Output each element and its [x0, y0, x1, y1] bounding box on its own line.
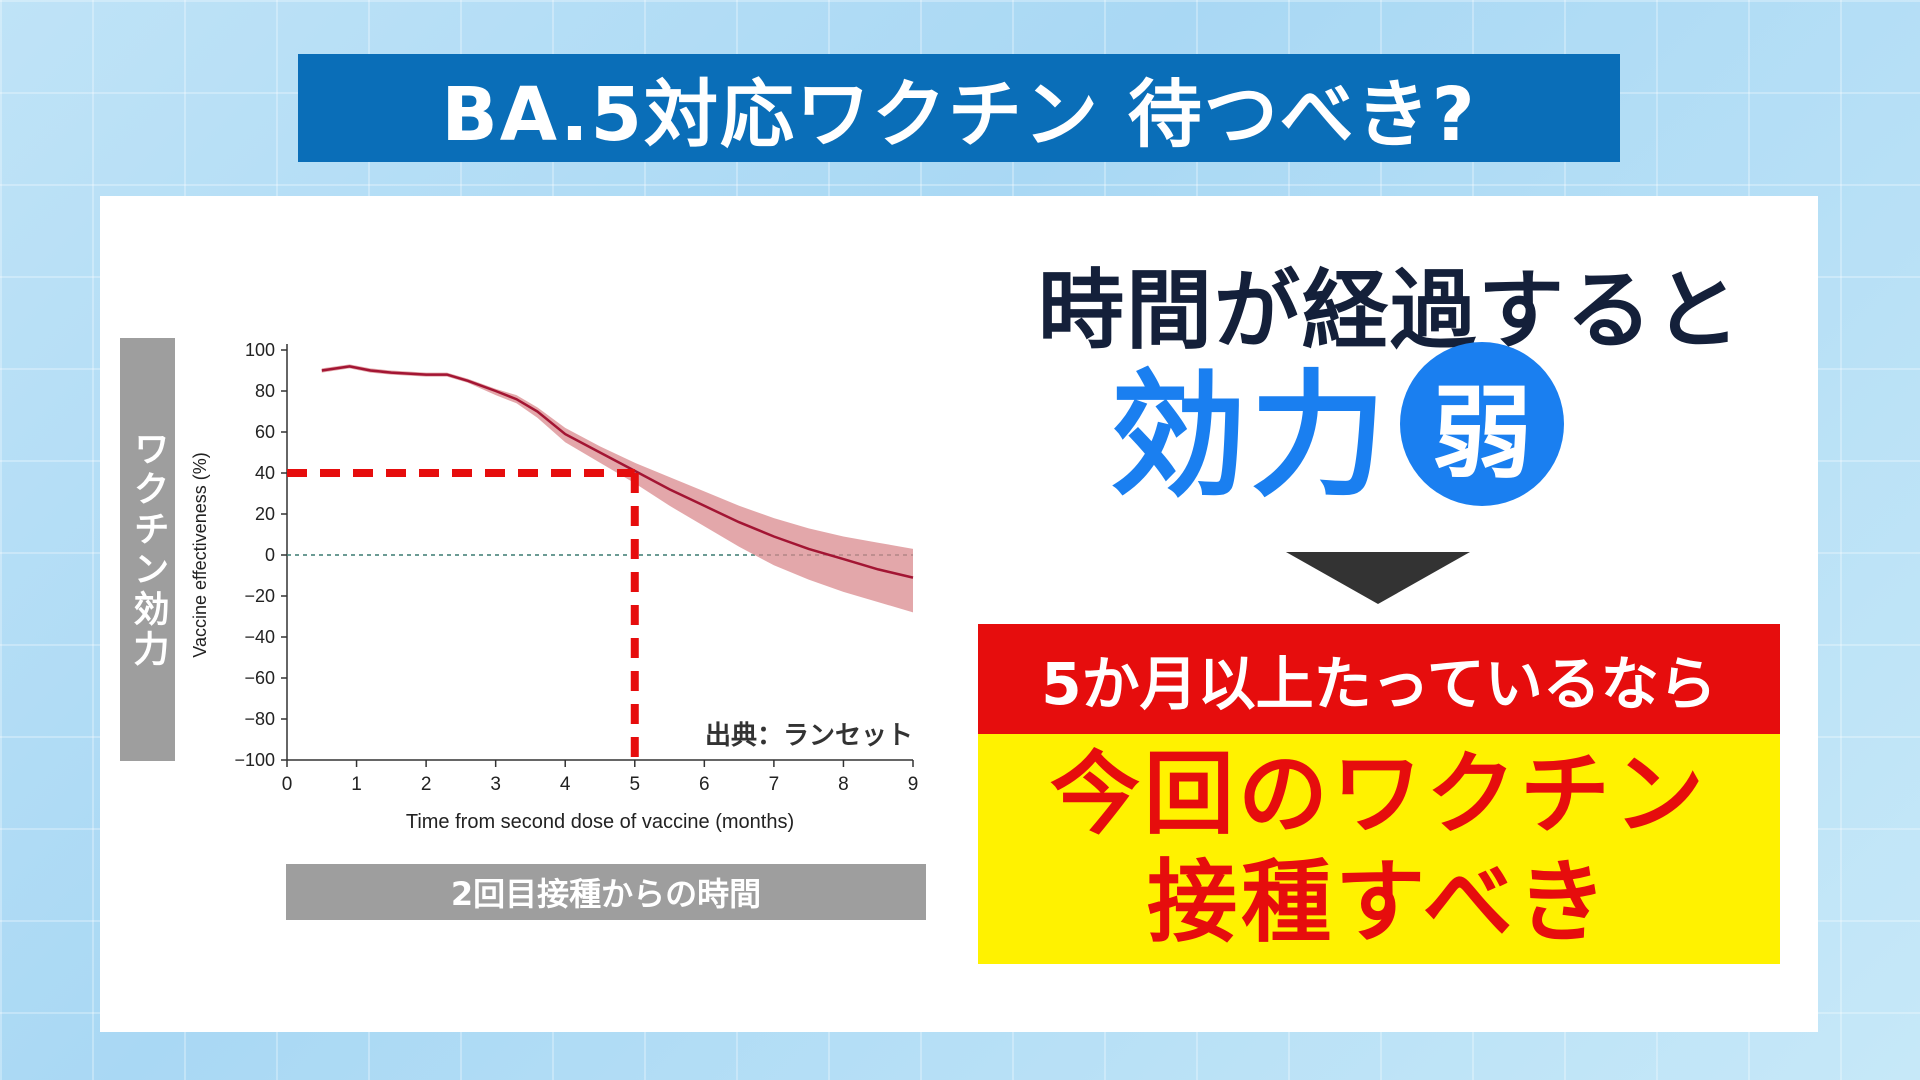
y-tick-label: −60: [244, 668, 275, 688]
y-tick-label: −100: [234, 750, 275, 770]
x-axis-title: Time from second dose of vaccine (months…: [406, 811, 794, 833]
x-tick-label: 2: [421, 774, 432, 795]
x-tick-label: 7: [769, 774, 780, 795]
y-tick-label: 60: [255, 422, 275, 442]
effect-text: 効力: [1110, 357, 1390, 516]
title-banner: BA.5対応ワクチン 待つべき?: [298, 54, 1620, 162]
x-tick-label: 1: [351, 774, 362, 795]
weak-text: 弱: [1432, 374, 1532, 492]
y-axis-jp-label: ワクチン効力: [127, 429, 169, 670]
x-tick-label: 8: [838, 774, 849, 795]
y-axis-jp-label-box: ワクチン効力: [120, 338, 175, 761]
x-tick-label: 6: [699, 774, 710, 795]
x-axis-jp-label: 2回目接種からの時間: [450, 875, 762, 913]
weak-badge: 弱: [1400, 342, 1564, 506]
y-tick-label: 100: [245, 340, 275, 360]
x-tick-label: 4: [560, 774, 571, 795]
effect-weak-row: 効力 弱: [1110, 342, 1564, 516]
x-tick-label: 3: [490, 774, 501, 795]
y-tick-label: 40: [255, 463, 275, 483]
condition-text: 5か月以上たっているなら: [1041, 650, 1717, 718]
content-panel: ワクチン効力 100 80 60 40 20 0 −20 −40 −60 −80 −100 0 1 2 3 4…: [100, 196, 1818, 1032]
y-tick-label: −20: [244, 586, 275, 606]
confidence-band: [321, 364, 913, 613]
x-tick-label: 9: [908, 774, 919, 795]
conclusion-box: 今回のワクチン 接種すべき: [978, 734, 1780, 964]
down-arrow-icon: [1286, 552, 1470, 604]
page-title: BA.5対応ワクチン 待つべき?: [441, 71, 1477, 158]
y-axis-title: Vaccine effectiveness (%): [190, 452, 210, 657]
headline: 時間が経過すると: [1038, 261, 1742, 361]
y-tick-label: 0: [265, 545, 275, 565]
source-label: 出典：ランセット: [705, 721, 913, 751]
x-axis-jp-label-box: 2回目接種からの時間: [286, 864, 926, 920]
y-tick-label: 80: [255, 381, 275, 401]
conclusion-line-1: 今回のワクチン: [1050, 742, 1708, 847]
condition-bar: 5か月以上たっているなら: [978, 624, 1780, 734]
x-tick-label: 0: [282, 774, 293, 795]
y-tick-label: 20: [255, 504, 275, 524]
effectiveness-line: [321, 365, 914, 579]
conclusion-line-2: 接種すべき: [1147, 850, 1611, 955]
y-tick-label: −40: [244, 627, 275, 647]
x-tick-label: 5: [629, 774, 640, 795]
y-tick-label: −80: [244, 709, 275, 729]
vaccine-effectiveness-chart: 100 80 60 40 20 0 −20 −40 −60 −80 −100 0 1 2 3 4 5 6 7 8 9 Ti…: [190, 340, 919, 833]
